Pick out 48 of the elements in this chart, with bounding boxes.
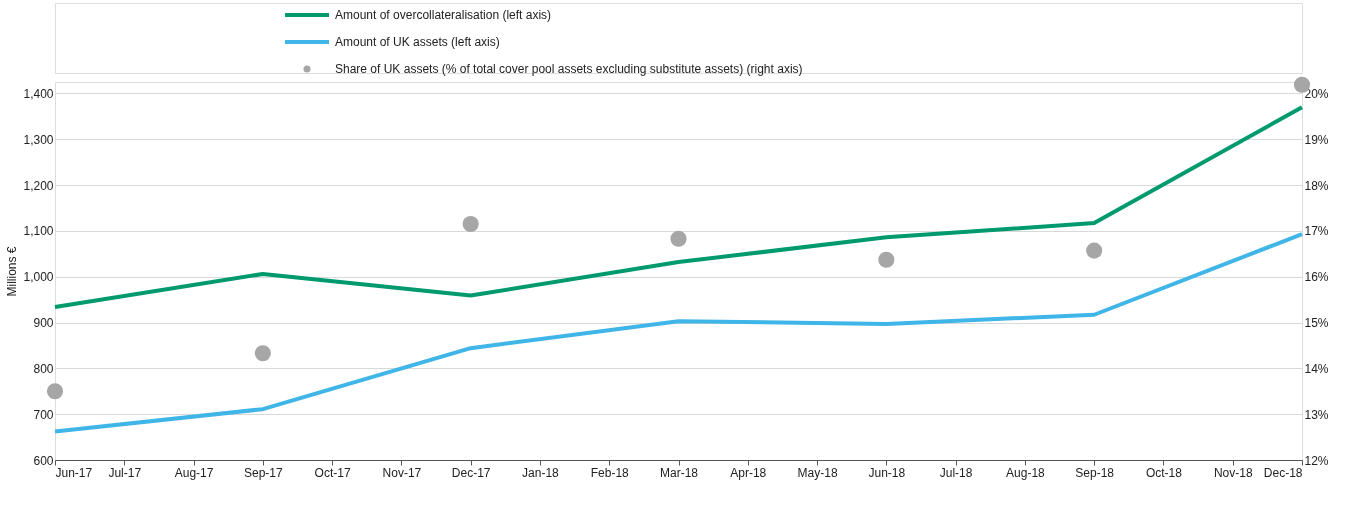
- point: [878, 251, 895, 268]
- point: [670, 230, 687, 247]
- x-tick-label: Sep-17: [243, 465, 283, 480]
- y-tick-label: 1,200: [23, 178, 54, 193]
- x-tick-label: Nov-17: [382, 465, 422, 480]
- y-tick-label: 1,000: [23, 270, 54, 285]
- y-tick-label: 900: [33, 316, 54, 331]
- x-tick-label: Oct-18: [1145, 465, 1183, 480]
- legend-label: Amount of overcollateralisation (left axis): [335, 8, 552, 22]
- legend-label: Amount of UK assets (left axis): [335, 35, 500, 49]
- y-tick-label: 1,100: [23, 224, 54, 239]
- x-tick-label: Oct-17: [314, 465, 351, 480]
- point: [254, 345, 271, 362]
- x-tick-label: Apr-18: [730, 465, 767, 480]
- point: [462, 215, 479, 233]
- x-tick-label: Jun-18: [868, 465, 906, 480]
- y-tick-label: 600: [33, 453, 54, 468]
- point: [46, 383, 64, 400]
- x-tick-label: Nov-18: [1213, 465, 1253, 480]
- y2-tick-label: 13%: [1304, 407, 1329, 422]
- x-tick-label: Jun-17: [55, 465, 93, 480]
- y-tick-label: 700: [33, 407, 54, 422]
- x-tick-label: Jan-18: [522, 465, 560, 480]
- x-tick-label: Dec-17: [451, 465, 491, 480]
- y2-tick-label: 12%: [1304, 453, 1329, 468]
- point: [1086, 242, 1103, 259]
- line-series: [53, 232, 1304, 434]
- x-tick-label: Jul-17: [108, 465, 142, 480]
- x-tick-label: Sep-18: [1075, 465, 1115, 480]
- y2-tick-label: 19%: [1304, 132, 1329, 147]
- y2-tick-label: 16%: [1304, 270, 1329, 285]
- y2-tick-label: 17%: [1304, 224, 1329, 239]
- y2-tick-label: 14%: [1304, 361, 1329, 376]
- y-axis-title: Millions €: [5, 246, 20, 297]
- legend-label: Share of UK assets (% of total cover pool assets excluding substitute assets) (right axis): [335, 62, 803, 76]
- y-tick-label: 1,300: [23, 132, 54, 147]
- y2-tick-label: 18%: [1304, 178, 1329, 193]
- line-series: [53, 105, 1304, 309]
- x-tick-label: Jul-18: [939, 465, 973, 480]
- x-tick-label: Mar-18: [659, 465, 699, 480]
- y2-tick-label: 15%: [1304, 316, 1329, 331]
- x-tick-label: Feb-18: [590, 465, 630, 480]
- x-tick-label: Aug-18: [1006, 465, 1046, 480]
- x-tick-label: May-18: [797, 465, 838, 480]
- y-tick-label: 800: [33, 361, 54, 376]
- x-tick-label: Dec-18: [1263, 465, 1303, 480]
- y-tick-label: 1,400: [23, 86, 54, 101]
- x-tick-label: Aug-17: [174, 465, 214, 480]
